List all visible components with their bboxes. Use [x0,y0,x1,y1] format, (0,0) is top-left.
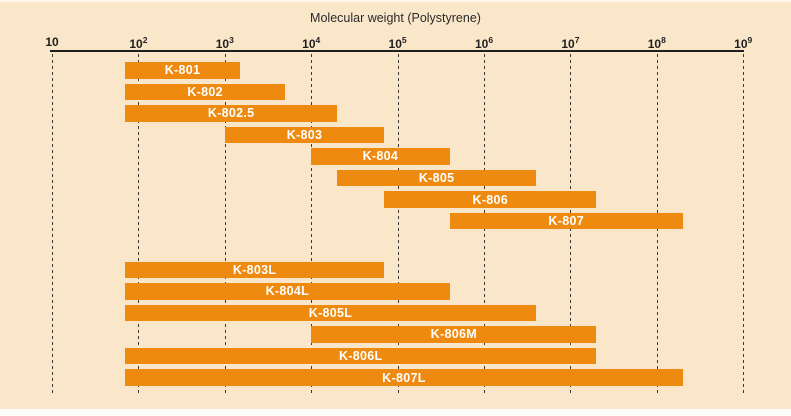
bar-label: K-806L [338,348,383,363]
gridline [311,54,313,393]
axis-tick-label: 104 [302,35,321,51]
chart-bar: K-803 [224,126,385,144]
axis-tick-label: 102 [129,35,148,51]
bar-label: K-804L [265,284,310,299]
gridline [138,54,140,393]
bar-label: K-802 [187,84,223,99]
chart-bar: K-807 [449,212,683,230]
axis-tick-label: 105 [388,35,407,51]
axis-tick-label: 10 [45,35,59,49]
chart-bar: K-806M [311,326,597,343]
bar-label: K-805L [308,305,353,320]
bar-label: K-803 [286,127,323,142]
chart-bar: K-801 [125,62,240,79]
chart-bar: K-804L [125,283,450,300]
chart-bar: K-806 [384,191,597,208]
chart-bar: K-804 [311,148,450,165]
chart-bar: K-802.5 [125,105,338,122]
gridline [743,54,745,393]
axis-tick-label: 109 [734,35,753,51]
axis-tick-label: 103 [215,35,234,51]
bar-label: K-805 [418,171,455,185]
bar-label: K-801 [164,63,201,78]
axis-tick-label: 107 [561,35,580,51]
bar-label: K-802.5 [207,106,255,121]
bar-label: K-803L [232,262,277,277]
page-edge-bottom [0,409,791,416]
gridline [52,54,53,393]
gridline [397,54,399,393]
page-edge-top [0,0,791,2]
chart-bar: K-805 [337,169,536,187]
axis-tick-label: 108 [647,35,666,51]
chart-title: Molecular weight (Polystyrene) [310,11,481,25]
chart-bar: K-807L [125,369,683,386]
chart-bar: K-806L [125,347,597,365]
bar-label: K-804 [362,149,399,164]
bar-label: K-807L [382,370,426,385]
chart-bar: K-803L [125,261,385,278]
bar-label: K-806M [430,327,477,342]
bar-label: K-806 [472,192,509,207]
chart-bar: K-805L [125,304,537,322]
axis-tick-label: 106 [474,35,494,51]
x-axis-line [50,50,744,52]
bar-label: K-807 [548,214,584,229]
gridline [224,54,226,393]
chart-bar: K-802 [125,83,286,101]
